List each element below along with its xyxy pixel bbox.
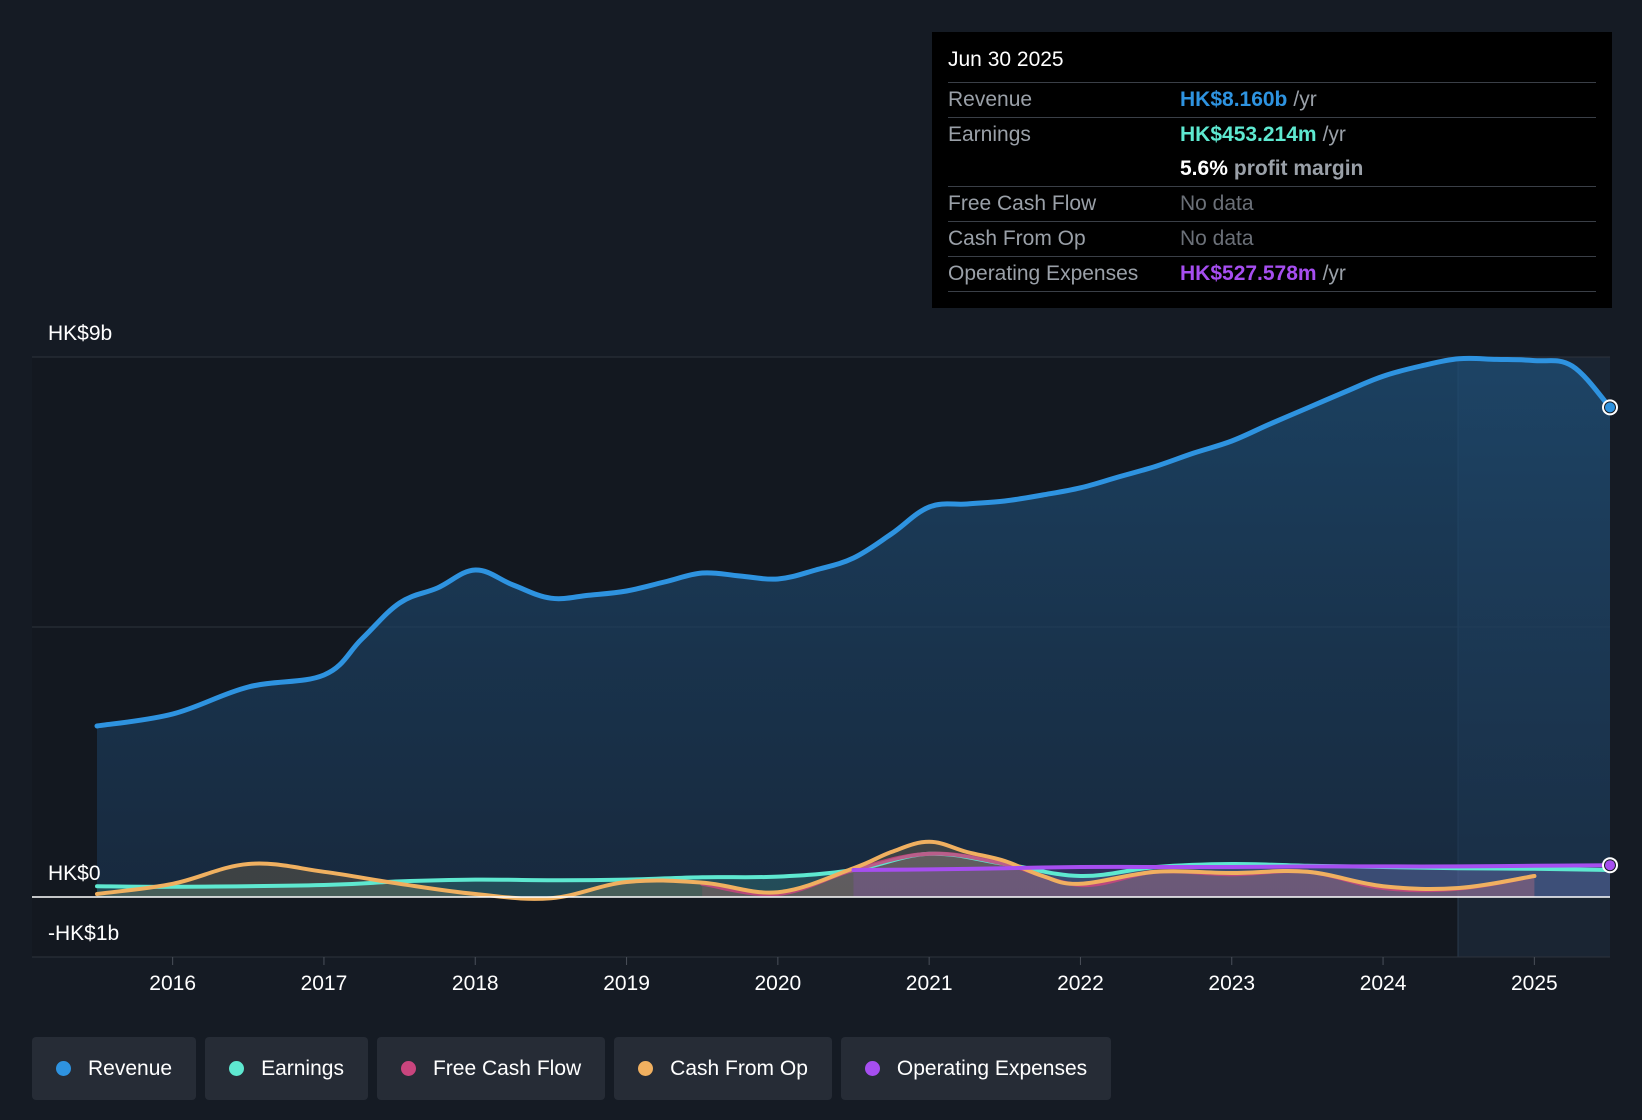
opex-line	[851, 863, 1612, 872]
tooltip-margin-value: 5.6%	[1180, 157, 1228, 180]
y-label-zero: HK$0	[48, 862, 101, 885]
tooltip-revenue-unit: /yr	[1293, 88, 1317, 111]
tooltip-row-earnings: Earnings HK$453.214m /yr	[948, 117, 1596, 152]
tooltip-opex-unit: /yr	[1322, 262, 1346, 285]
x-tick-label: 2016	[149, 972, 196, 995]
legend-item-cash-from-op[interactable]: Cash From Op	[614, 1037, 832, 1100]
x-tick-label: 2024	[1360, 972, 1407, 995]
legend-label-free-cash-flow: Free Cash Flow	[432, 1056, 582, 1080]
legend-dot-operating-expenses	[864, 1061, 880, 1076]
legend-item-revenue[interactable]: Revenue	[32, 1037, 197, 1100]
tooltip-revenue-value: HK$8.160b	[1180, 88, 1288, 111]
tooltip-cfo-label: Cash From Op	[948, 227, 1086, 250]
cfo-line	[95, 839, 1537, 901]
legend-dot-free-cash-flow	[400, 1061, 416, 1076]
x-tick-label: 2021	[906, 972, 953, 995]
tooltip-revenue-label: Revenue	[948, 88, 1033, 111]
legend-dot-cash-from-op	[638, 1061, 654, 1076]
tooltip-row-opex: Operating Expenses HK$527.578m /yr	[948, 257, 1596, 292]
cfo-area	[97, 841, 1535, 899]
tooltip-row-fcf: Free Cash Flow No data	[948, 187, 1596, 222]
tooltip-earnings-label: Earnings	[948, 123, 1031, 146]
tooltip-row-margin: 5.6% profit margin	[948, 152, 1596, 187]
x-tick-label: 2017	[301, 972, 348, 995]
legend-dot-revenue	[56, 1061, 71, 1076]
legend-dot-earnings	[229, 1061, 245, 1076]
tooltip-row-revenue: Revenue HK$8.160b /yr	[948, 83, 1596, 117]
revenue-end-marker	[1605, 402, 1615, 413]
x-tick-label: 2022	[1057, 972, 1104, 995]
tooltip: Jun 30 2025 Revenue HK$8.160b /yr Earnin…	[932, 32, 1612, 308]
revenue-line	[94, 355, 1613, 729]
end-markers	[1602, 399, 1618, 874]
series-lines	[32, 355, 1613, 901]
x-tick-label: 2023	[1208, 972, 1255, 995]
legend: Revenue Earnings Free Cash Flow Cash Fro…	[32, 1037, 1112, 1100]
x-axis-ticks: 2016 2017 2018 2019 2020 2021 2022 2023 2024 2025	[149, 957, 1558, 995]
tooltip-earnings-value: HK$453.214m	[1180, 123, 1317, 146]
legend-label-operating-expenses: Operating Expenses	[896, 1056, 1088, 1080]
legend-label-earnings: Earnings	[261, 1056, 344, 1080]
tooltip-opex-value: HK$527.578m	[1180, 262, 1317, 285]
legend-item-earnings[interactable]: Earnings	[205, 1037, 368, 1100]
x-tick-label: 2025	[1511, 972, 1558, 995]
tooltip-opex-label: Operating Expenses	[948, 262, 1139, 285]
x-tick-label: 2019	[603, 972, 650, 995]
revenue-area	[97, 358, 1610, 897]
x-tick-label: 2018	[452, 972, 499, 995]
legend-label-cash-from-op: Cash From Op	[670, 1056, 808, 1080]
tooltip-margin-label: profit margin	[1233, 157, 1364, 180]
opex-end-marker	[1605, 860, 1615, 871]
legend-label-revenue: Revenue	[88, 1056, 173, 1080]
fcf-area	[702, 853, 1535, 897]
y-label-bottom: -HK$1b	[48, 922, 119, 945]
tooltip-cfo-value: No data	[1180, 227, 1254, 250]
tooltip-date: Jun 30 2025	[948, 46, 1596, 83]
legend-item-free-cash-flow[interactable]: Free Cash Flow	[376, 1037, 606, 1100]
legend-item-operating-expenses[interactable]: Operating Expenses	[840, 1037, 1112, 1100]
x-tick-label: 2020	[754, 972, 801, 995]
tooltip-earnings-unit: /yr	[1322, 123, 1346, 146]
tooltip-fcf-label: Free Cash Flow	[948, 192, 1097, 215]
tooltip-fcf-value: No data	[1180, 192, 1254, 215]
y-label-top: HK$9b	[48, 322, 112, 345]
tooltip-row-cfo: Cash From Op No data	[948, 222, 1596, 257]
